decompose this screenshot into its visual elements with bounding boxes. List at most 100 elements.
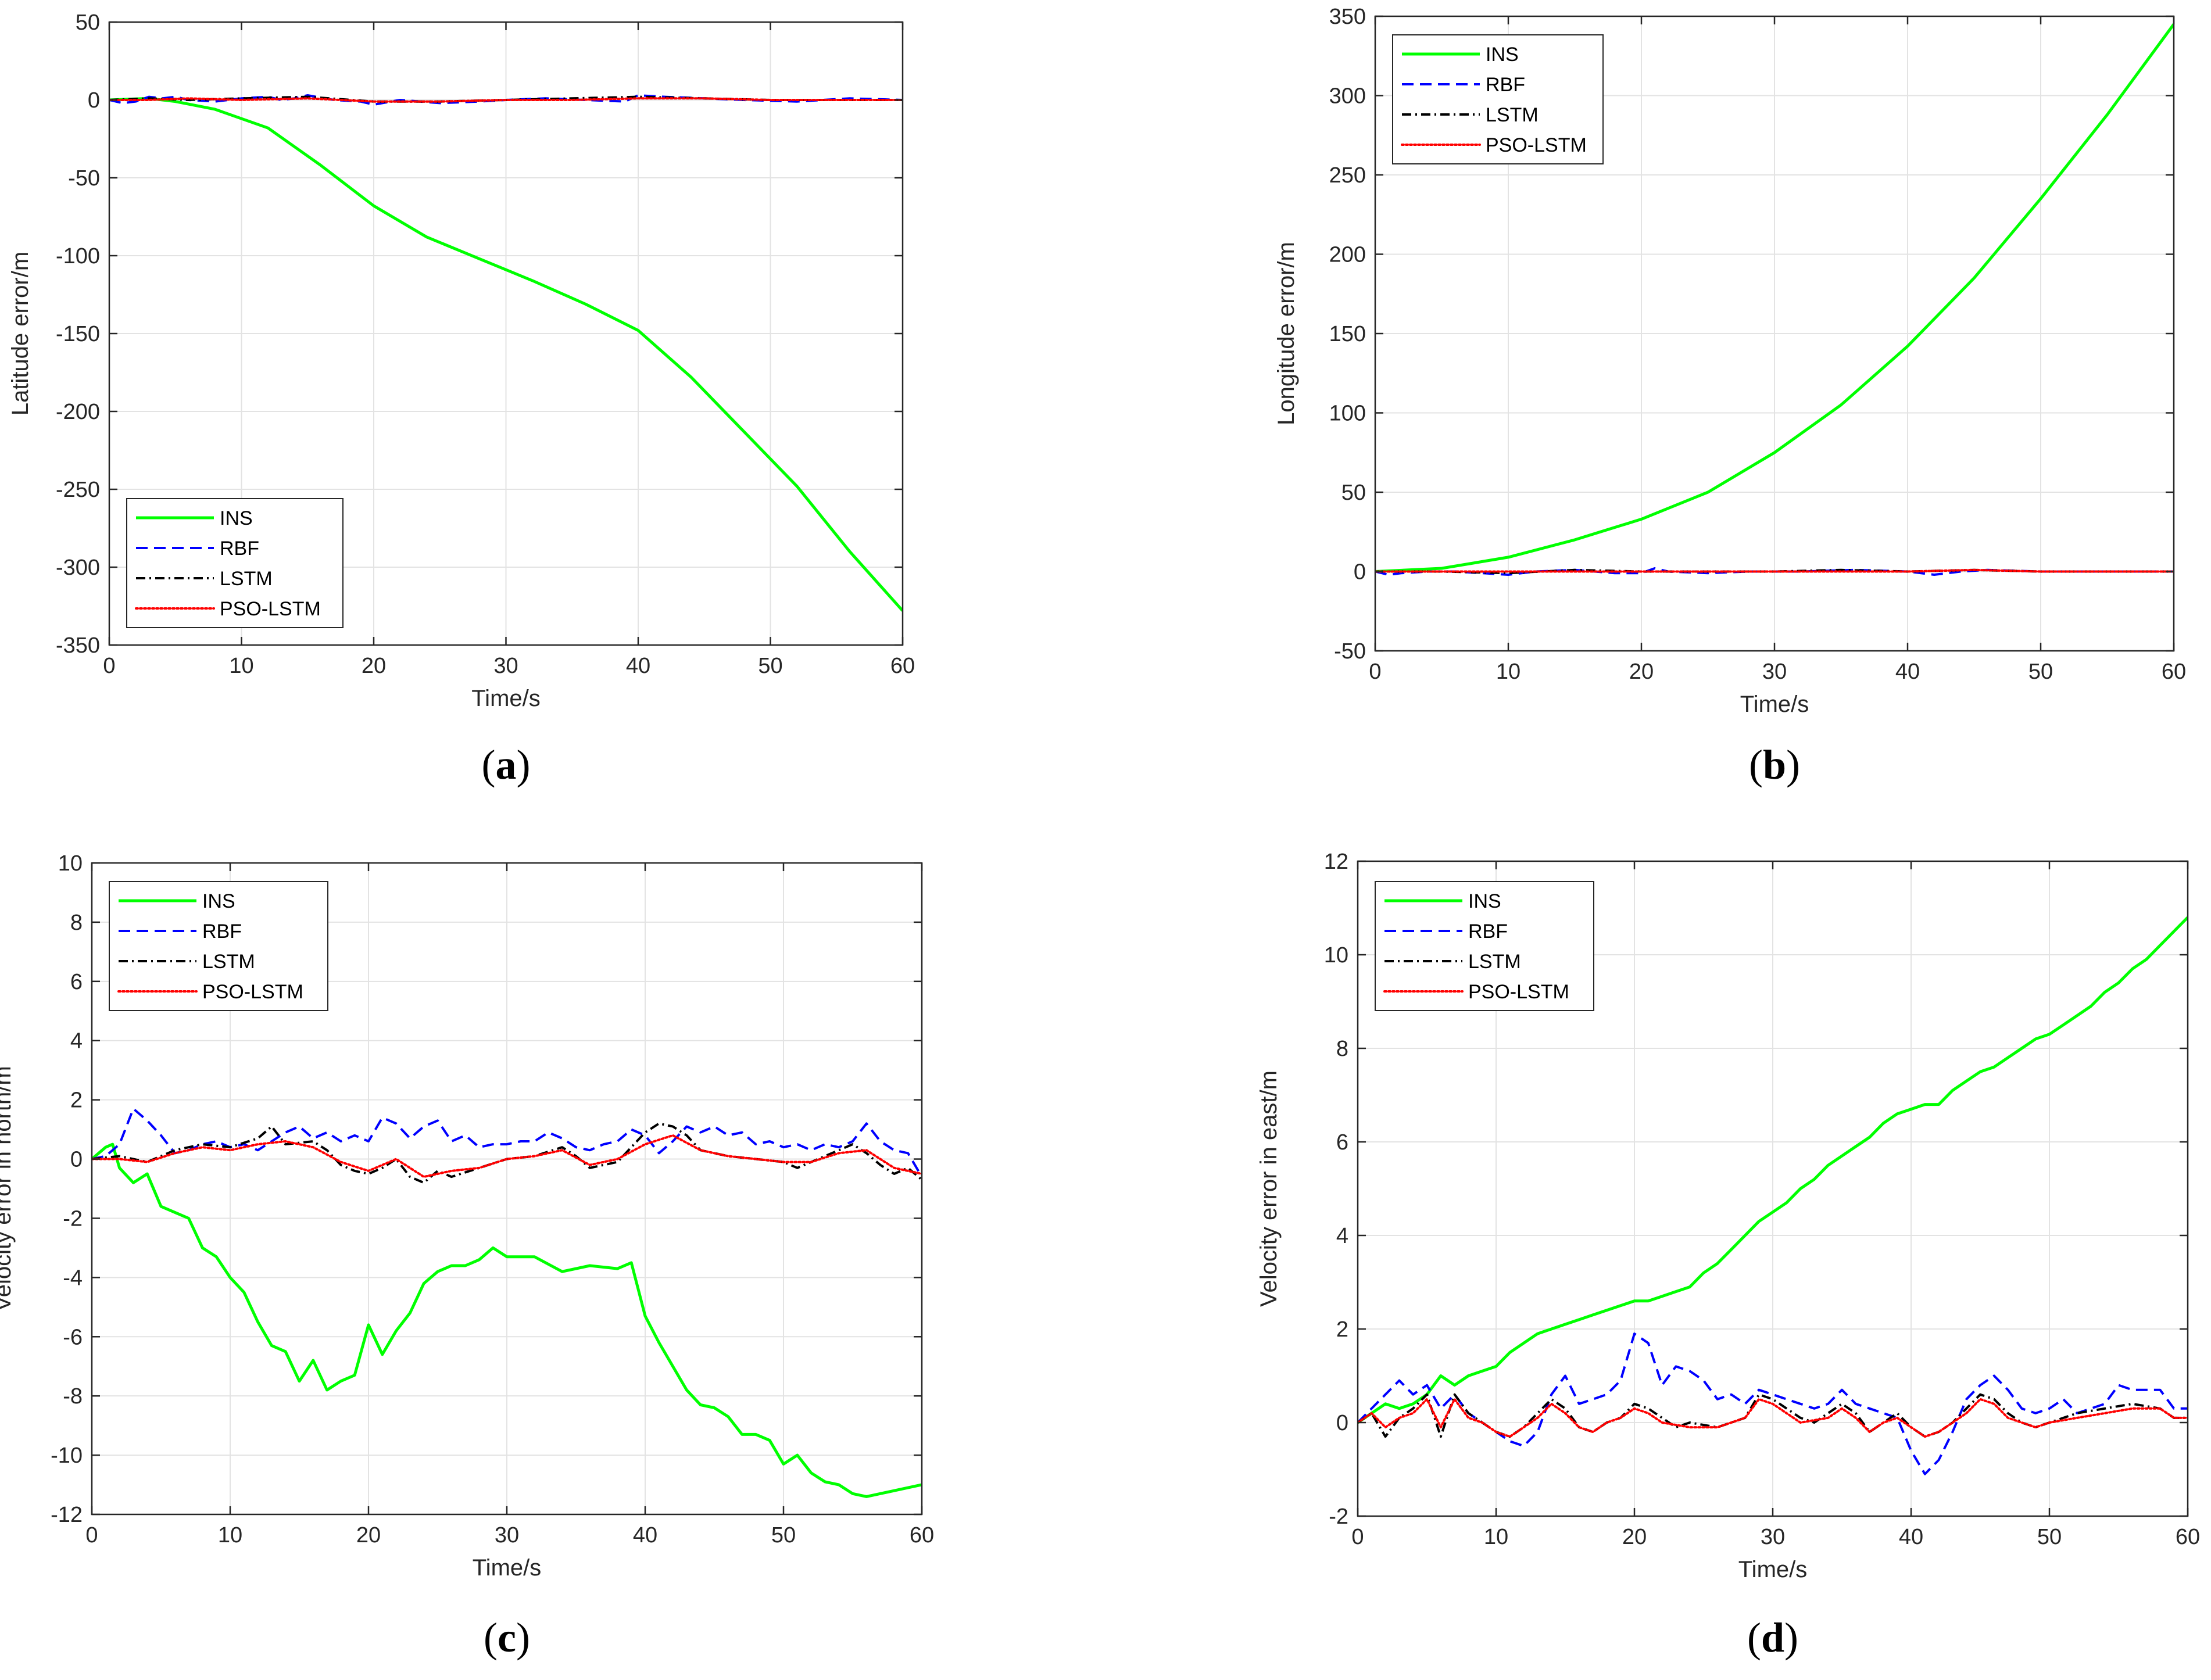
caption-letter: d xyxy=(1761,1614,1784,1661)
y-tick-label: -8 xyxy=(63,1384,83,1409)
x-tick-label: 10 xyxy=(1496,660,1520,684)
legend-label-ins: INS xyxy=(202,890,235,912)
x-tick-label: 40 xyxy=(1895,660,1920,684)
y-tick-label: -200 xyxy=(56,400,100,424)
legend-label-lstm: LSTM xyxy=(1486,104,1539,126)
y-tick-label: -10 xyxy=(51,1443,83,1468)
legend-label-ins: INS xyxy=(1486,44,1519,66)
series-line-lstm xyxy=(1358,1393,2188,1438)
y-axis-label: Velocity error in north/m xyxy=(0,1066,16,1311)
legend-label-lstm: LSTM xyxy=(202,951,255,973)
caption-open-paren: ( xyxy=(1747,1614,1761,1661)
y-tick-label: 10 xyxy=(1324,943,1348,968)
series-line-pso-lstm xyxy=(109,97,903,103)
legend: INS RBF LSTM PSO-LSTM xyxy=(109,881,328,1011)
series-line-ins xyxy=(1358,916,2188,1424)
x-tick-label: 20 xyxy=(362,654,386,678)
y-axis-label: Latitude error/m xyxy=(8,252,33,415)
x-tick-label: 50 xyxy=(758,654,782,678)
legend-label-lstm: LSTM xyxy=(220,568,273,590)
legend-box xyxy=(126,498,344,628)
y-tick-label: 8 xyxy=(70,911,83,935)
y-tick-label: 10 xyxy=(58,851,83,876)
series-line-pso-lstm xyxy=(92,1134,922,1178)
y-tick-label: -350 xyxy=(56,633,100,658)
x-tick-label: 10 xyxy=(218,1523,242,1548)
x-tick-label: 20 xyxy=(1622,1525,1647,1549)
caption-letter: c xyxy=(498,1614,516,1661)
x-tick-label: 20 xyxy=(1629,660,1654,684)
x-tick-label: 10 xyxy=(229,654,253,678)
y-tick-label: 6 xyxy=(70,970,83,994)
x-tick-label: 30 xyxy=(1761,1525,1785,1549)
x-axis-label: Time/s xyxy=(1738,1557,1808,1582)
legend-label-pso-lstm: PSO-LSTM xyxy=(220,598,321,620)
y-tick-label: -250 xyxy=(56,478,100,502)
legend-label-ins: INS xyxy=(1468,890,1501,912)
caption-close-paren: ) xyxy=(1786,742,1800,788)
panel-a: 0 10 20 30 40 50 60 -350 -300 -250 -200 -150 -100 -50… xyxy=(8,10,915,788)
caption-letter: b xyxy=(1763,742,1786,788)
panel-caption: (b) xyxy=(1749,742,1800,788)
legend-label-rbf: RBF xyxy=(202,920,242,943)
series-line-ins xyxy=(109,96,903,612)
legend-box xyxy=(109,881,328,1011)
legend-label-rbf: RBF xyxy=(220,538,259,560)
series-line-ins xyxy=(1375,23,2174,573)
x-tick-label: 60 xyxy=(910,1523,934,1548)
x-tick-label: 30 xyxy=(495,1523,519,1548)
x-tick-label: 20 xyxy=(356,1523,381,1548)
x-axis-label: Time/s xyxy=(1740,692,1809,717)
x-tick-label: 30 xyxy=(493,654,518,678)
y-tick-label: -4 xyxy=(63,1266,83,1290)
series-group xyxy=(1358,916,2188,1475)
x-axis-label: Time/s xyxy=(471,686,541,711)
y-tick-label: 2 xyxy=(1336,1317,1348,1342)
x-axis-label: Time/s xyxy=(473,1555,542,1581)
x-tick-label: 40 xyxy=(626,654,650,678)
y-tick-label: -50 xyxy=(1334,639,1366,664)
x-tick-label: 40 xyxy=(633,1523,657,1548)
x-tick-label: 40 xyxy=(1899,1525,1923,1549)
y-tick-label: -150 xyxy=(56,322,100,346)
x-tick-label: 60 xyxy=(2176,1525,2200,1549)
legend-label-rbf: RBF xyxy=(1486,74,1525,96)
y-tick-label: 0 xyxy=(88,88,100,113)
legend-box xyxy=(1375,881,1594,1011)
legend-label-rbf: RBF xyxy=(1468,920,1508,943)
series-line-pso-lstm xyxy=(1358,1398,2188,1438)
x-tick-label: 50 xyxy=(2037,1525,2062,1549)
legend: INS RBF LSTM PSO-LSTM xyxy=(1392,34,1604,164)
x-tick-label: 0 xyxy=(85,1523,98,1548)
legend-label-pso-lstm: PSO-LSTM xyxy=(1486,134,1587,156)
series-line-pso-lstm xyxy=(1375,568,2174,573)
y-tick-label: 150 xyxy=(1329,322,1366,346)
y-tick-label: -100 xyxy=(56,244,100,268)
y-tick-label: 8 xyxy=(1336,1037,1348,1061)
panel-c: 0 10 20 30 40 50 60 -12 -10 -8 -6 -4 -2 0 2 4 6 8 10 Time/s… xyxy=(0,851,934,1661)
legend: INS RBF LSTM PSO-LSTM xyxy=(126,498,344,628)
legend-label-pso-lstm: PSO-LSTM xyxy=(1468,981,1569,1003)
y-tick-label: 6 xyxy=(1336,1130,1348,1155)
y-tick-label: -2 xyxy=(63,1206,83,1231)
caption-close-paren: ) xyxy=(516,1614,530,1661)
x-tick-label: 0 xyxy=(103,654,115,678)
caption-close-paren: ) xyxy=(1784,1614,1798,1661)
y-axis-label: Velocity error in east/m xyxy=(1256,1070,1282,1307)
y-tick-label: 300 xyxy=(1329,84,1366,109)
y-tick-label: 2 xyxy=(70,1088,83,1113)
series-line-ins xyxy=(92,1142,922,1498)
y-tick-label: 50 xyxy=(76,10,100,35)
y-tick-label: 250 xyxy=(1329,163,1366,188)
y-tick-label: 4 xyxy=(1336,1224,1348,1248)
y-tick-label: 0 xyxy=(70,1148,83,1172)
y-tick-label: 4 xyxy=(70,1029,83,1054)
panel-caption: (c) xyxy=(484,1614,530,1661)
x-tick-label: 0 xyxy=(1369,660,1381,684)
legend-box xyxy=(1392,34,1604,164)
panel-caption: (a) xyxy=(482,742,531,788)
y-tick-label: -50 xyxy=(68,166,100,191)
caption-close-paren: ) xyxy=(517,742,531,788)
